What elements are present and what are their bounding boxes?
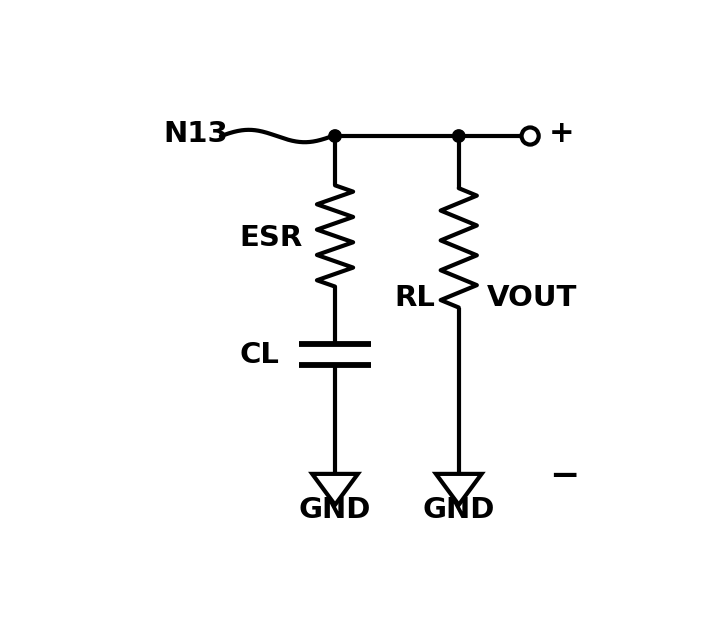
- Text: RL: RL: [395, 284, 435, 312]
- Text: VOUT: VOUT: [487, 284, 578, 312]
- Circle shape: [329, 130, 341, 142]
- Text: +: +: [549, 119, 575, 148]
- Text: −: −: [549, 459, 579, 493]
- Circle shape: [453, 130, 465, 142]
- Text: GND: GND: [298, 496, 371, 523]
- Text: GND: GND: [422, 496, 495, 523]
- Text: ESR: ESR: [240, 224, 303, 252]
- Circle shape: [521, 127, 539, 145]
- Text: N13: N13: [164, 120, 229, 148]
- Text: CL: CL: [240, 341, 280, 369]
